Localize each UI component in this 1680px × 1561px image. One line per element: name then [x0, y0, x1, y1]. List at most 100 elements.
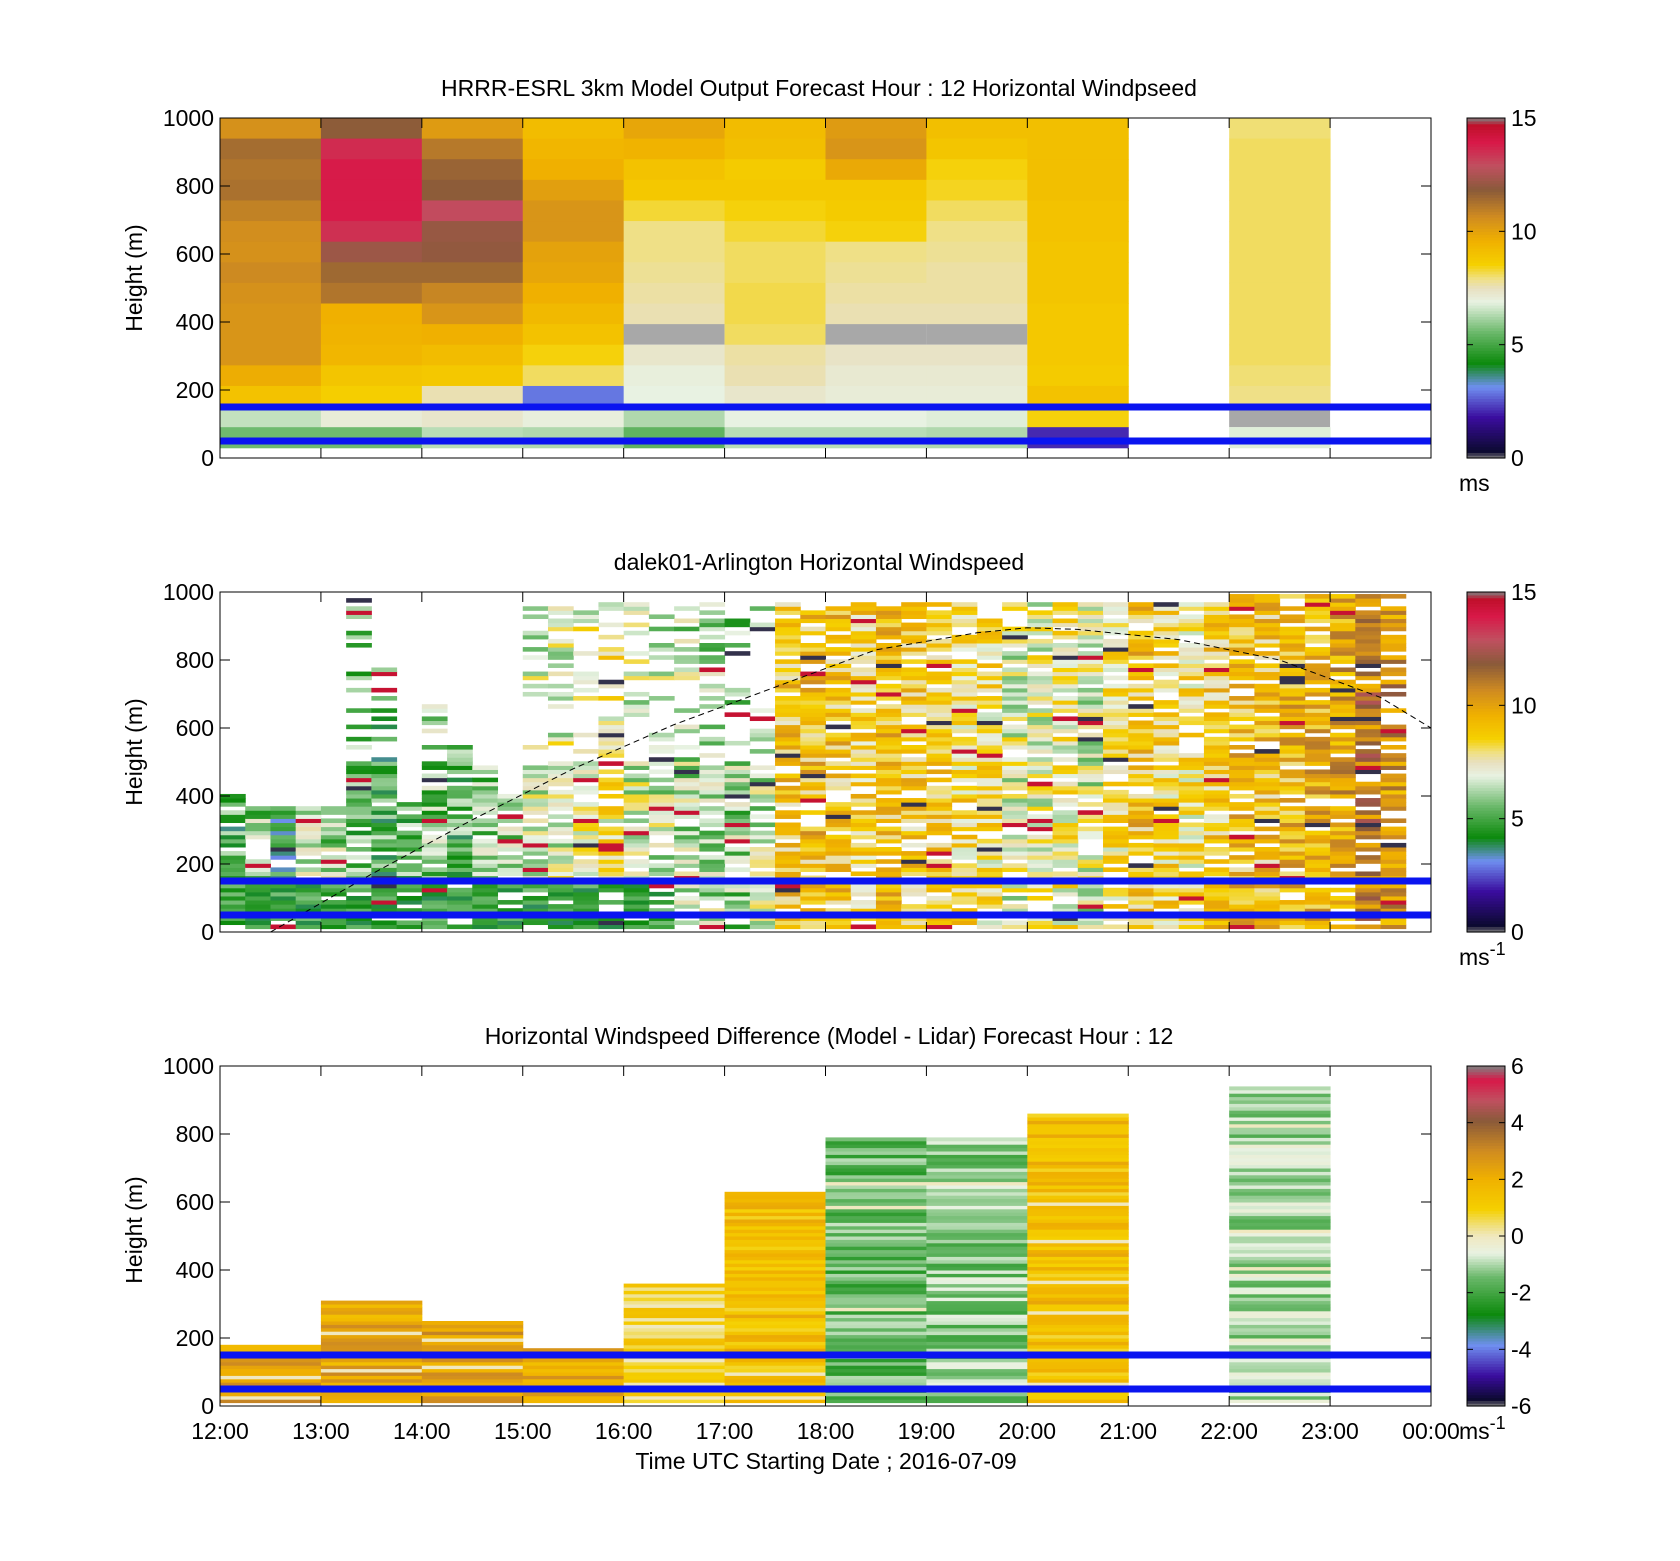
colorbar-segment: [1467, 835, 1505, 840]
difference-column: [825, 1137, 927, 1404]
lidar-cell: [976, 712, 1003, 717]
lidar-cell: [1203, 924, 1230, 930]
model-cell: [724, 324, 826, 346]
lidar-cell: [1027, 887, 1054, 893]
lidar-cell: [1330, 724, 1356, 730]
lidar-cell: [1203, 638, 1230, 644]
difference-cell: [825, 1208, 927, 1213]
difference-cell: [825, 1293, 927, 1298]
difference-cell: [421, 1382, 524, 1387]
lidar-cell: [674, 842, 700, 848]
lidar-cell: [1254, 834, 1281, 840]
difference-cell: [825, 1334, 927, 1339]
lidar-cell: [926, 900, 953, 905]
difference-cell: [926, 1212, 1028, 1217]
lidar-cell: [1279, 851, 1306, 856]
colorbar-segment: [1467, 1131, 1505, 1135]
lidar-cell: [1077, 916, 1104, 921]
difference-cell: [1027, 1270, 1129, 1274]
lidar-cell: [1330, 916, 1356, 921]
difference-cell: [421, 1392, 524, 1397]
lidar-cell: [1077, 908, 1104, 913]
difference-cell: [825, 1375, 927, 1380]
difference-cell: [623, 1290, 726, 1295]
lidar-cell: [1128, 810, 1154, 815]
lidar-cell: [1002, 855, 1028, 860]
lidar-cell: [371, 687, 398, 693]
colorbar-segment: [1467, 688, 1505, 692]
lidar-cell: [320, 810, 347, 815]
colorbar-segment: [1467, 708, 1505, 712]
lidar-cell: [421, 859, 448, 864]
lidar-cell: [1229, 622, 1255, 628]
lidar-cell: [346, 598, 372, 603]
lidar-cell: [951, 785, 978, 791]
colorbar-tick-label: 5: [1511, 806, 1524, 832]
difference-cell: [1027, 1151, 1129, 1155]
lidar-cell: [1355, 687, 1382, 693]
lidar-cell: [926, 720, 953, 726]
lidar-cell: [573, 834, 599, 840]
colorbar-segment: [1467, 855, 1505, 859]
x-tick-label: 21:00: [1099, 1418, 1157, 1444]
lidar-cell: [775, 863, 801, 868]
lidar-cell: [1153, 851, 1180, 856]
lidar-cell: [1279, 720, 1306, 726]
lidar-cell: [901, 773, 927, 779]
lidar-cell: [1279, 704, 1306, 709]
lidar-cell: [447, 908, 473, 913]
difference-cell: [421, 1368, 524, 1373]
difference-cell: [825, 1270, 927, 1274]
lidar-cell: [1077, 891, 1104, 897]
lidar-cell: [1380, 826, 1407, 832]
difference-cell: [724, 1334, 826, 1339]
colorbar-segment: [1467, 861, 1505, 865]
lidar-cell: [623, 671, 650, 677]
colorbar-segment: [1467, 597, 1505, 602]
colorbar-segment: [1467, 132, 1505, 136]
y-tick-label: 200: [176, 851, 214, 877]
colorbar-segment: [1467, 719, 1505, 723]
colorbar-segment: [1467, 1289, 1505, 1294]
difference-cell: [623, 1293, 726, 1298]
lidar-cell: [1128, 920, 1154, 926]
colorbar-segment: [1467, 767, 1505, 772]
lidar-cell: [1229, 659, 1255, 664]
lidar-cell: [1103, 891, 1129, 897]
lidar-cell: [1077, 826, 1104, 832]
lidar-cell: [926, 818, 953, 824]
model-cell: [421, 385, 524, 408]
lidar-cell: [547, 851, 574, 856]
colorbar-segment: [1467, 449, 1505, 453]
difference-cell: [1229, 1300, 1331, 1305]
difference-cell: [220, 1382, 322, 1387]
lidar-cell: [1077, 781, 1104, 787]
lidar-cell: [1027, 618, 1054, 624]
lidar-column: [1203, 602, 1230, 930]
lidar-cell: [573, 826, 599, 832]
lidar-cell: [825, 761, 852, 766]
lidar-cell: [447, 785, 473, 791]
lidar-cell: [346, 793, 372, 799]
lidar-cell: [926, 851, 953, 856]
lidar-cell: [1153, 687, 1180, 693]
lidar-cell: [951, 769, 978, 775]
lidar-cell: [573, 859, 599, 864]
colorbar-segment: [1467, 404, 1505, 408]
lidar-cell: [270, 806, 297, 811]
lidar-cell: [598, 883, 625, 889]
lidar-cell: [825, 749, 852, 754]
model-cell: [1027, 324, 1129, 346]
lidar-cell: [447, 887, 473, 893]
lidar-cell: [1027, 818, 1054, 824]
lidar-cell: [573, 626, 599, 632]
difference-cell: [926, 1392, 1028, 1397]
difference-cell: [1229, 1324, 1331, 1329]
lidar-cell: [1002, 793, 1028, 799]
lidar-cell: [371, 863, 398, 868]
model-cell: [220, 221, 322, 243]
lidar-cell: [850, 643, 877, 648]
colorbar-segment: [1467, 804, 1505, 808]
lidar-cell: [901, 696, 927, 701]
lidar-cell: [1027, 789, 1054, 795]
